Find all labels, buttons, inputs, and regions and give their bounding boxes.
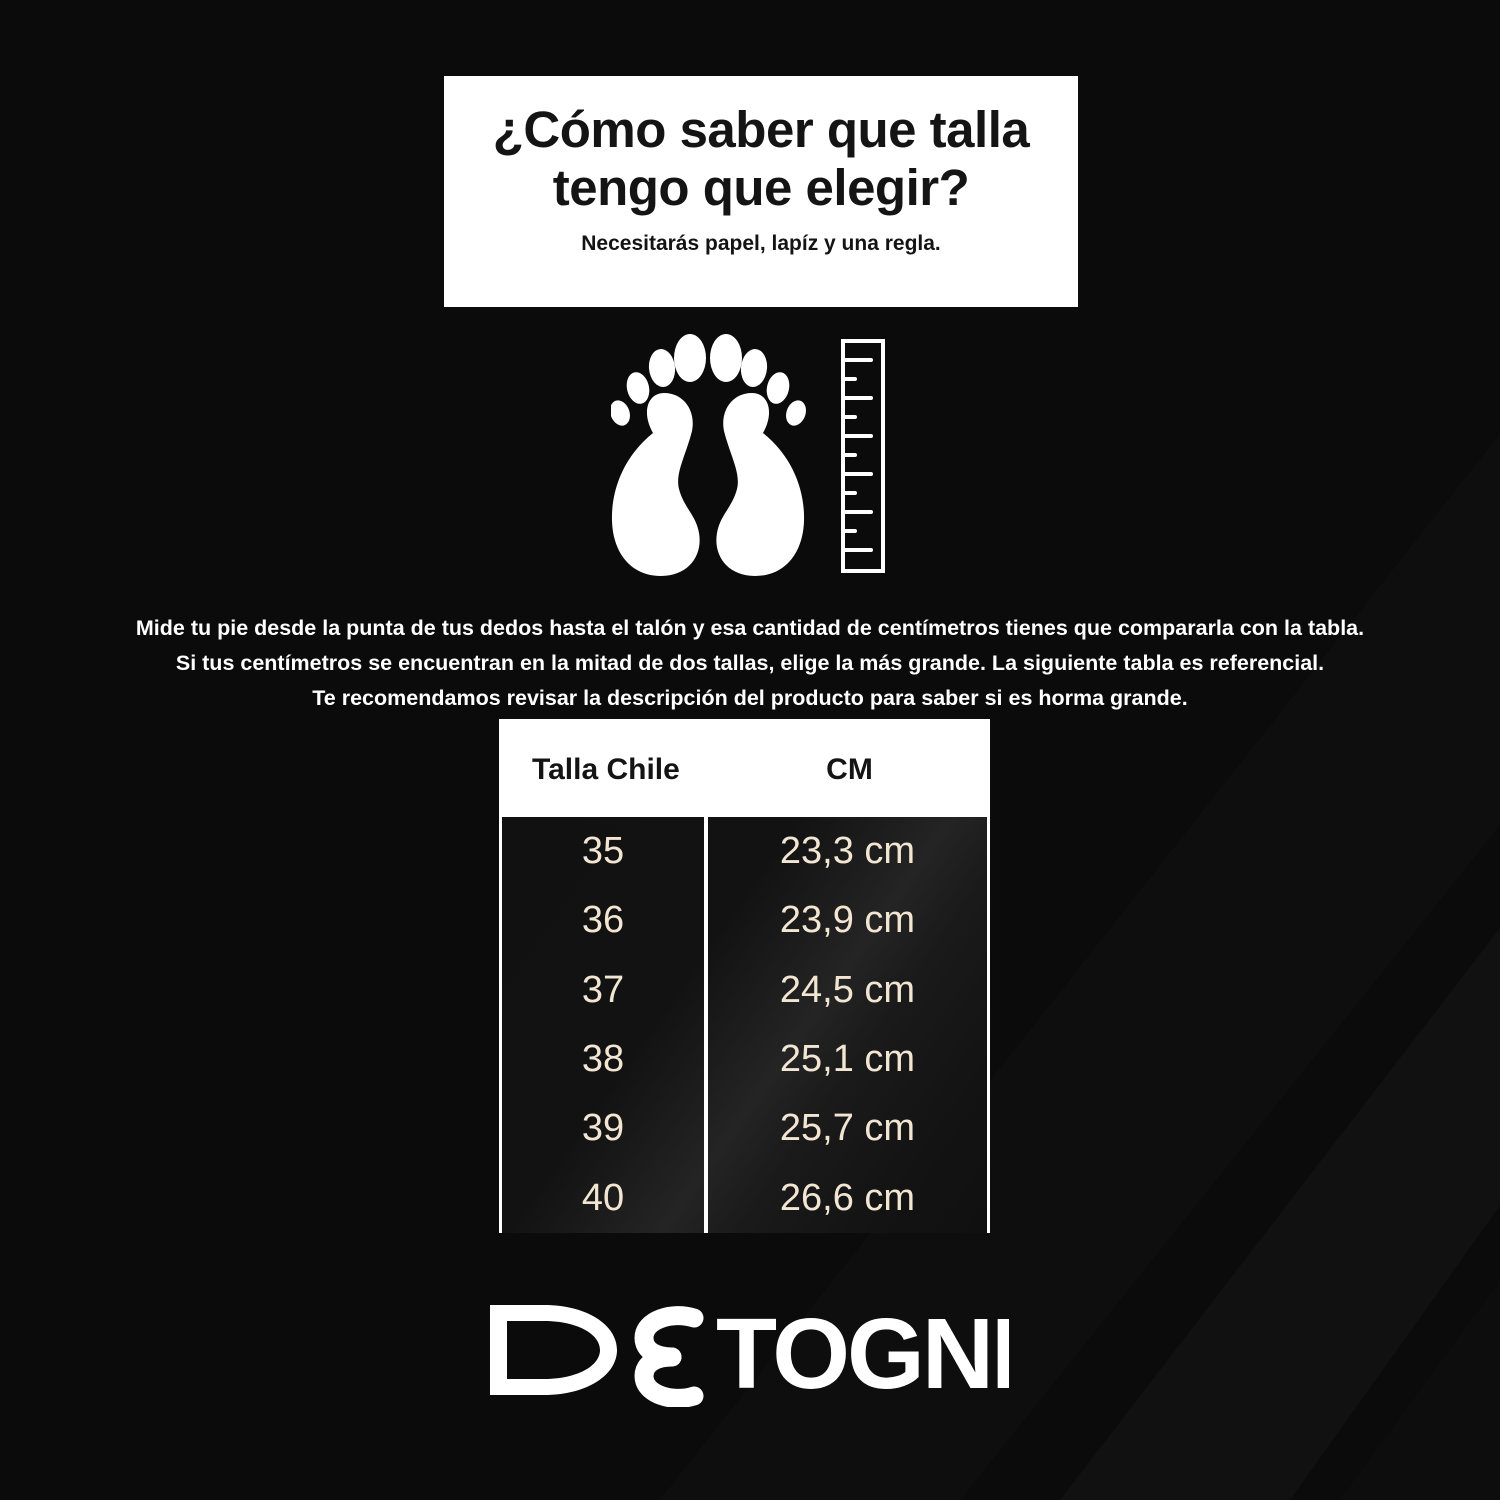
svg-text:TOGNI: TOGNI (716, 1303, 1009, 1407)
